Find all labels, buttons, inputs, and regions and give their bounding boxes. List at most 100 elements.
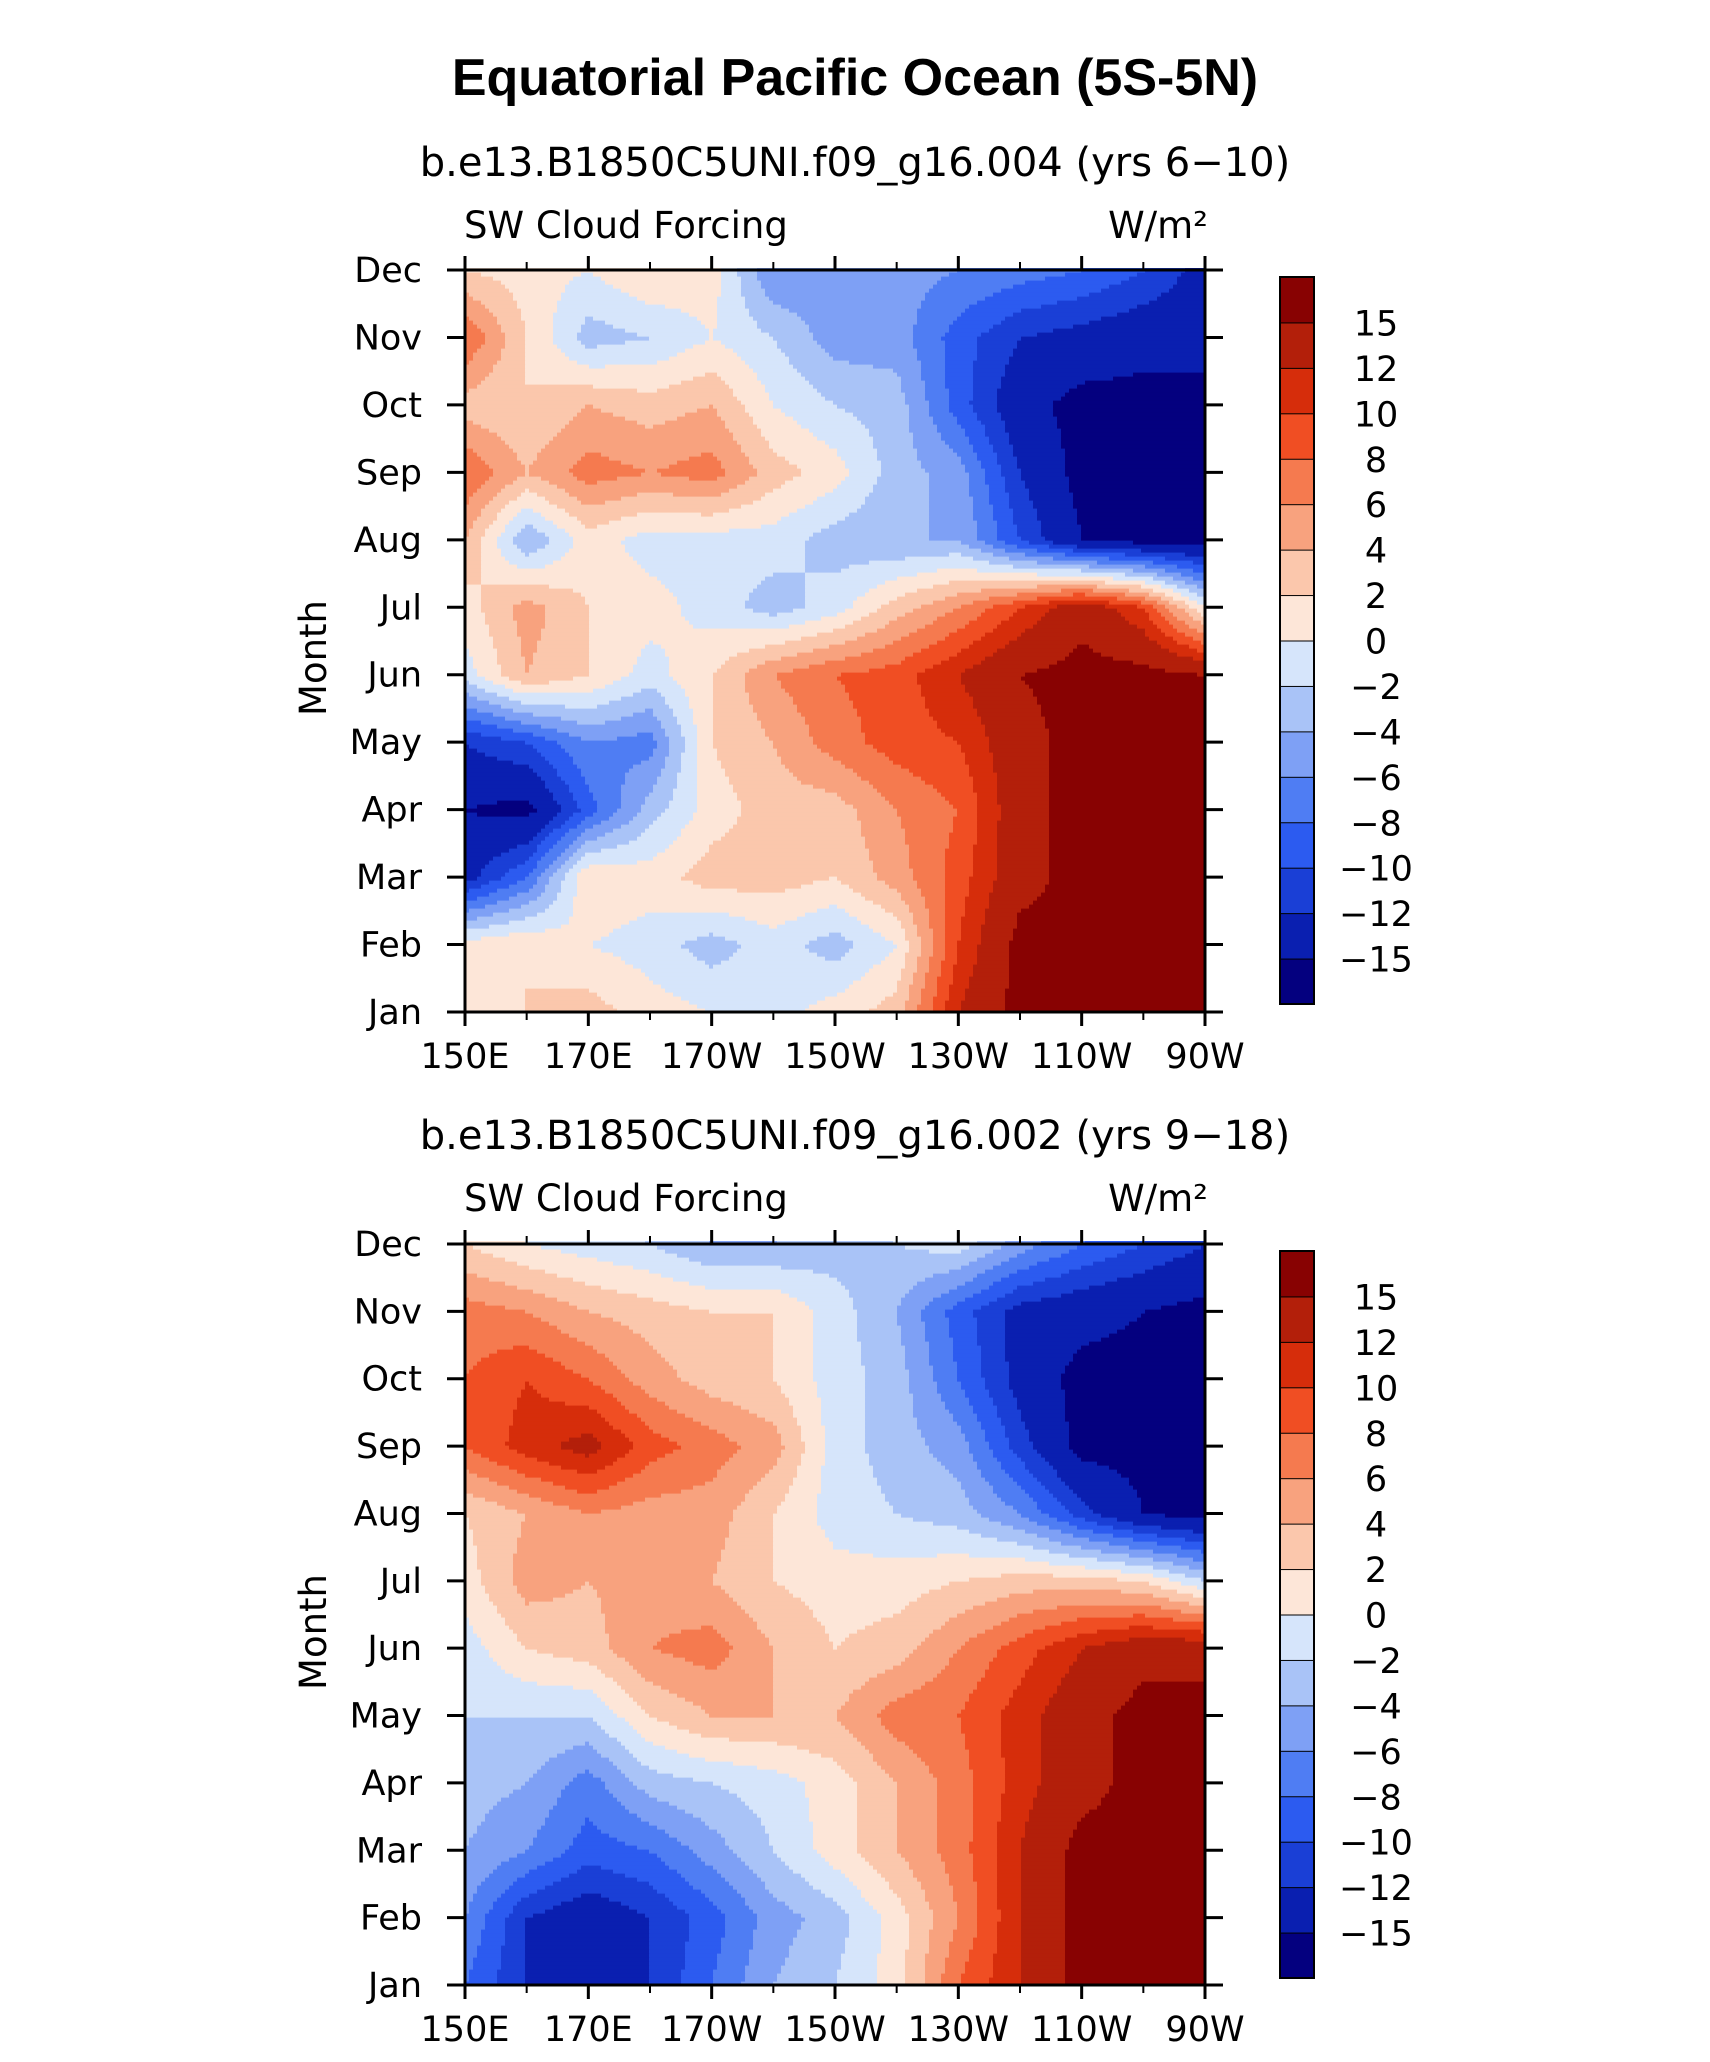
heatmap-cell xyxy=(793,1481,822,1486)
heatmap-cell xyxy=(757,1621,822,1626)
heatmap-cell xyxy=(905,900,926,905)
heatmap-cell xyxy=(765,1473,798,1478)
heatmap-cell xyxy=(513,708,646,713)
heatmap-cell xyxy=(717,1829,766,1834)
heatmap-cell xyxy=(1065,1885,1206,1890)
heatmap-cell xyxy=(993,444,1014,449)
heatmap-cell xyxy=(897,1833,938,1838)
heatmap-cell xyxy=(481,424,566,429)
heatmap-cell xyxy=(745,404,774,409)
heatmap-cell xyxy=(973,384,1002,389)
heatmap-cell xyxy=(505,1669,602,1674)
heatmap-cell xyxy=(921,936,934,941)
heatmap-cell xyxy=(861,1893,898,1898)
heatmap-cell xyxy=(501,1961,526,1966)
heatmap-cell xyxy=(505,872,530,877)
heatmap-cell xyxy=(845,800,890,805)
heatmap-cell xyxy=(529,464,574,469)
heatmap-cell xyxy=(1013,1389,1066,1394)
heatmap-cell xyxy=(733,1597,802,1602)
heatmap-cell xyxy=(573,1449,598,1454)
heatmap-cell xyxy=(465,664,474,669)
heatmap-cell xyxy=(465,372,490,377)
heatmap-cell xyxy=(609,700,666,705)
heatmap-cell xyxy=(537,648,590,653)
heatmap-cell xyxy=(477,1945,502,1950)
heatmap-cell xyxy=(685,1941,722,1946)
heatmap-cell xyxy=(1125,1561,1174,1566)
heatmap-cell xyxy=(1057,1689,1134,1694)
heatmap-cell xyxy=(929,1589,1034,1594)
heatmap-cell xyxy=(565,508,730,513)
heatmap-cell xyxy=(929,1901,958,1906)
heatmap-cell xyxy=(873,928,906,933)
heatmap-cell xyxy=(473,656,498,661)
heatmap-cell xyxy=(489,1597,526,1602)
heatmap-cell xyxy=(805,580,886,585)
heatmap-cell xyxy=(465,1737,618,1742)
heatmap-cell xyxy=(797,652,862,657)
heatmap-cell xyxy=(977,832,998,837)
heatmap-cell xyxy=(821,1405,866,1410)
heatmap-cell xyxy=(965,912,986,917)
heatmap-cell xyxy=(953,820,978,825)
heatmap-cell xyxy=(725,1913,758,1918)
heatmap-cell xyxy=(1021,1921,1066,1926)
heatmap-cell xyxy=(473,1897,498,1902)
heatmap-cell xyxy=(813,1361,862,1366)
heatmap-cell xyxy=(889,620,934,625)
heatmap-cell xyxy=(1133,540,1206,545)
heatmap-cell xyxy=(549,584,666,589)
heatmap-cell xyxy=(1117,608,1146,613)
heatmap-cell xyxy=(913,328,950,333)
heatmap-cell xyxy=(861,832,906,837)
heatmap-cell xyxy=(1189,588,1206,593)
heatmap-cell xyxy=(637,1813,694,1818)
heatmap-cell xyxy=(945,900,966,905)
heatmap-cell xyxy=(805,572,918,577)
heatmap-cell xyxy=(805,1008,870,1013)
heatmap-cell xyxy=(1157,296,1206,301)
heatmap-cell xyxy=(513,536,550,541)
heatmap-cell xyxy=(805,548,982,553)
heatmap-cell xyxy=(905,396,926,401)
heatmap-cell xyxy=(881,604,922,609)
heatmap-cell xyxy=(525,488,530,493)
heatmap-cell xyxy=(465,312,494,317)
heatmap-cell xyxy=(505,1937,526,1942)
heatmap-cell xyxy=(905,1905,930,1910)
heatmap-cell xyxy=(1077,1453,1206,1458)
heatmap-cell xyxy=(497,1897,522,1902)
heatmap-cell xyxy=(861,728,942,733)
heatmap-cell xyxy=(757,1765,842,1770)
heatmap-cell xyxy=(765,384,814,389)
heatmap-cell xyxy=(465,944,594,949)
heatmap-cell xyxy=(881,1921,910,1926)
heatmap-cell xyxy=(1201,1629,1206,1634)
heatmap-cell xyxy=(1065,552,1126,557)
heatmap-cell xyxy=(805,544,970,549)
heatmap-cell xyxy=(1013,932,1206,937)
heatmap-cell xyxy=(573,812,594,817)
heatmap-cell xyxy=(1129,1625,1154,1630)
heatmap-cell xyxy=(1029,684,1206,689)
heatmap-cell xyxy=(489,1457,538,1462)
heatmap-cell xyxy=(649,1793,738,1798)
heatmap-cell xyxy=(1045,1625,1130,1630)
heatmap-cell xyxy=(1009,1641,1054,1646)
heatmap-cell xyxy=(653,1429,718,1434)
heatmap-cell xyxy=(997,832,1050,837)
heatmap-cell xyxy=(701,1705,774,1710)
heatmap-cell xyxy=(1065,1393,1206,1398)
heatmap-cell xyxy=(533,836,546,841)
heatmap-cell xyxy=(597,1825,658,1830)
colorbar-tick-label: −8 xyxy=(1350,804,1402,844)
heatmap-cell xyxy=(693,708,714,713)
heatmap-cell xyxy=(641,1733,702,1738)
heatmap-cell xyxy=(845,656,906,661)
heatmap-cell xyxy=(549,480,586,485)
heatmap-cell xyxy=(585,600,678,605)
heatmap-cell xyxy=(1009,948,1206,953)
heatmap-cell xyxy=(789,1949,846,1954)
heatmap-cell xyxy=(537,876,550,881)
